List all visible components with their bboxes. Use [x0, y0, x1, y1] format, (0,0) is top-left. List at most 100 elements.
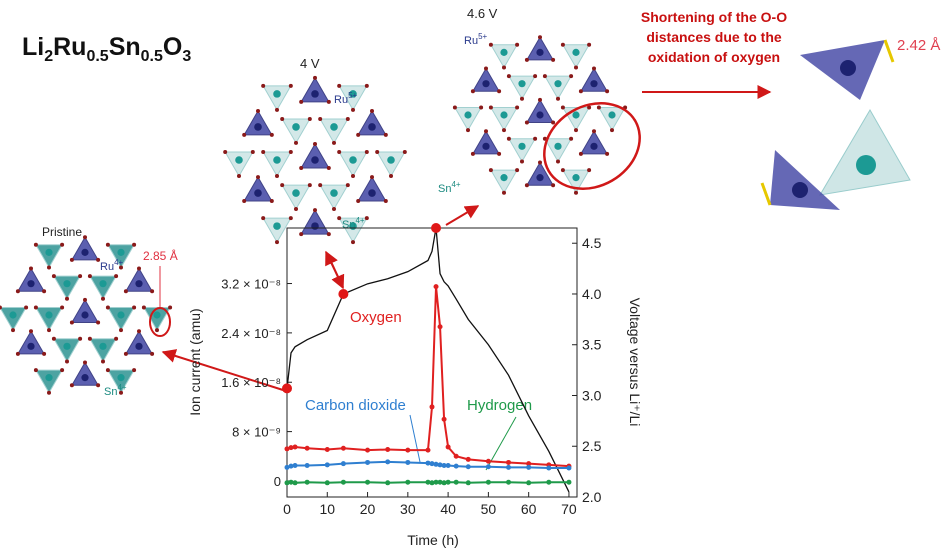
oxygen [70, 321, 74, 325]
ion-label: Ru5+ [464, 32, 488, 47]
charge: 4+ [355, 216, 364, 225]
data-point [446, 463, 451, 468]
cation [254, 189, 262, 197]
octahedron [509, 76, 535, 99]
y2-tick-label: 4.0 [582, 286, 602, 302]
oxygen [308, 117, 312, 121]
cation [9, 311, 16, 318]
oxygen [34, 243, 38, 247]
y-axis-label: Ion current (amu) [187, 308, 203, 415]
data-point [425, 448, 430, 453]
data-point [341, 480, 346, 485]
oxygen [574, 128, 578, 132]
oxygen [332, 141, 336, 145]
data-point [305, 446, 310, 451]
oxygen [502, 191, 506, 195]
data-point [454, 464, 459, 469]
octahedron [126, 331, 152, 354]
label: 4.6 V [467, 6, 498, 21]
octahedron [90, 276, 116, 299]
series-label: Oxygen [350, 309, 402, 326]
oxygen [261, 150, 265, 154]
oxygen [384, 199, 388, 203]
oxygen [515, 43, 519, 47]
cation [464, 111, 471, 118]
data-point [506, 480, 511, 485]
oxygen [132, 368, 136, 372]
series-line [287, 287, 569, 467]
oxygen [375, 150, 379, 154]
series-label: Carbon dioxide [305, 397, 406, 414]
ion-label: Sn4+ [342, 216, 365, 231]
cation [273, 90, 281, 98]
highlight-point [431, 223, 441, 233]
oxygen [313, 208, 317, 212]
cation [500, 49, 507, 56]
arrow [328, 255, 343, 288]
octahedron [72, 237, 98, 260]
cation [330, 189, 338, 197]
cation [792, 182, 808, 198]
oxygen [610, 128, 614, 132]
oxygen [346, 183, 350, 187]
cation [856, 155, 876, 175]
oxygen [587, 168, 591, 172]
octahedron [339, 152, 367, 176]
cation [368, 123, 376, 131]
oxygen [16, 289, 20, 293]
oxygen [280, 117, 284, 121]
data-point [466, 480, 471, 485]
cation [81, 311, 88, 318]
oxygen [294, 207, 298, 211]
data-point [446, 445, 451, 450]
oxygen [497, 89, 501, 93]
data-point [305, 463, 310, 468]
oxygen [78, 337, 82, 341]
oxygen [318, 117, 322, 121]
oxygen [507, 137, 511, 141]
data-point [325, 447, 330, 452]
x-tick-label: 30 [400, 501, 416, 517]
data-point [486, 480, 491, 485]
oxygen [137, 329, 141, 333]
y-tick-label: 3.2 × 10⁻⁸ [221, 277, 281, 292]
oxygen [370, 175, 374, 179]
octahedron [358, 177, 386, 201]
data-point [434, 284, 439, 289]
data-point [506, 460, 511, 465]
charge: 4+ [114, 258, 123, 267]
oxygen [242, 199, 246, 203]
cation [63, 343, 70, 350]
oxygen [389, 174, 393, 178]
oxygen [101, 359, 105, 363]
cation [518, 80, 525, 87]
oxygen [88, 337, 92, 341]
data-point [466, 457, 471, 462]
cation [273, 156, 281, 164]
oxygen [114, 274, 118, 278]
title: Li2Ru0.5Sn0.5O3 [22, 33, 191, 65]
oxygen [351, 174, 355, 178]
oxygen [88, 274, 92, 278]
octahedron [527, 37, 553, 60]
x-tick-label: 40 [440, 501, 456, 517]
octahedron [72, 363, 98, 386]
data-point [385, 480, 390, 485]
octahedron [820, 110, 910, 195]
title-sub: 3 [182, 48, 191, 65]
oxygen [16, 352, 20, 356]
oxygen [275, 108, 279, 112]
caption-line: distances due to the [646, 29, 782, 45]
y2-tick-label: 3.5 [582, 337, 602, 353]
oxygen [24, 305, 28, 309]
octahedron [491, 107, 517, 130]
cation [387, 156, 395, 164]
oxygen [520, 97, 524, 101]
oxygen [101, 297, 105, 301]
arrow [446, 206, 478, 225]
cation [330, 123, 338, 131]
ion: Ru [464, 35, 478, 47]
o-o-bond [885, 40, 893, 62]
oxygen [275, 174, 279, 178]
oxygen [525, 183, 529, 187]
